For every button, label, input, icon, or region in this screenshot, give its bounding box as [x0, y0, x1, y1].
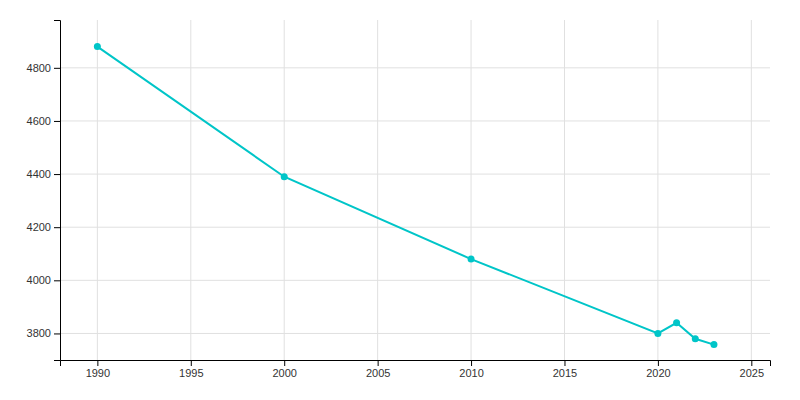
x-tick-label: 1995 — [179, 367, 203, 379]
x-tick-mark — [191, 360, 192, 366]
x-tick-label: 2015 — [553, 367, 577, 379]
y-tick-mark — [54, 227, 60, 228]
y-tick-mark — [54, 280, 60, 281]
grid-line-y — [60, 174, 770, 175]
point — [673, 319, 680, 326]
y-tick-label: 4600 — [27, 115, 51, 127]
y-tick-label: 4200 — [27, 221, 51, 233]
x-tick-label: 1990 — [86, 367, 110, 379]
x-tick-mark — [471, 360, 472, 366]
y-tick-label: 4400 — [27, 168, 51, 180]
x-tick: 2015 — [553, 360, 577, 379]
y-tick: 4600 — [27, 115, 60, 127]
y-tick-label: 4800 — [27, 62, 51, 74]
y-tick: 3800 — [27, 327, 60, 339]
x-tick-mark — [751, 360, 752, 366]
point — [654, 330, 661, 337]
grid-line-y — [60, 67, 770, 68]
point — [692, 335, 699, 342]
y-tick: 4800 — [27, 62, 60, 74]
y-tick-label: 4000 — [27, 274, 51, 286]
y-tick: 4200 — [27, 221, 60, 233]
y-tick-mark — [54, 121, 60, 122]
grid-line-x — [471, 20, 472, 360]
point — [281, 173, 288, 180]
grid-line-y — [60, 227, 770, 228]
x-tick-mark — [564, 360, 565, 366]
y-axis: 3800 4000 4200 4400 4600 4800 — [27, 21, 61, 361]
grid-line-y — [60, 120, 770, 121]
point — [710, 341, 717, 348]
point — [94, 43, 101, 50]
x-axis-line — [61, 361, 771, 367]
y-tick: 4400 — [27, 168, 60, 180]
y-tick-mark — [54, 68, 60, 69]
grid-line-x — [284, 20, 285, 360]
x-tick-mark — [378, 360, 379, 366]
x-tick: 2000 — [272, 360, 296, 379]
grid-line-x — [377, 20, 378, 360]
x-tick: 1995 — [179, 360, 203, 379]
grid-line-y — [60, 280, 770, 281]
x-tick-mark — [658, 360, 659, 366]
grid-line-x — [190, 20, 191, 360]
grid-line-x — [97, 20, 98, 360]
x-tick-mark — [284, 360, 285, 366]
grid-line-x — [657, 20, 658, 360]
x-tick: 2005 — [366, 360, 390, 379]
x-tick: 2020 — [646, 360, 670, 379]
y-tick-label: 3800 — [27, 327, 51, 339]
point — [468, 256, 475, 263]
line — [97, 47, 714, 345]
x-axis: 1990 1995 2000 2005 2010 2015 2020 2025 — [61, 360, 771, 379]
plot: 1990 1995 2000 2005 2010 2015 2020 2025 3800 4000… — [27, 20, 771, 379]
x-tick-mark — [97, 360, 98, 366]
x-tick: 1990 — [86, 360, 110, 379]
x-tick: 2025 — [740, 360, 764, 379]
x-tick-label: 2010 — [459, 367, 483, 379]
y-tick-mark — [54, 174, 60, 175]
y-tick: 4000 — [27, 274, 60, 286]
grid-line-x — [751, 20, 752, 360]
x-tick-label: 2005 — [366, 367, 390, 379]
grid — [60, 20, 770, 360]
chart: 1990 1995 2000 2005 2010 2015 2020 2025 3800 4000… — [0, 0, 800, 400]
y-tick-mark — [54, 333, 60, 334]
x-tick-label: 2025 — [740, 367, 764, 379]
data-layer — [94, 43, 718, 348]
x-tick-label: 2000 — [272, 367, 296, 379]
y-axis-line — [54, 21, 61, 361]
x-tick-label: 2020 — [646, 367, 670, 379]
grid-line-y — [60, 333, 770, 334]
grid-line-x — [564, 20, 565, 360]
x-tick: 2010 — [459, 360, 483, 379]
